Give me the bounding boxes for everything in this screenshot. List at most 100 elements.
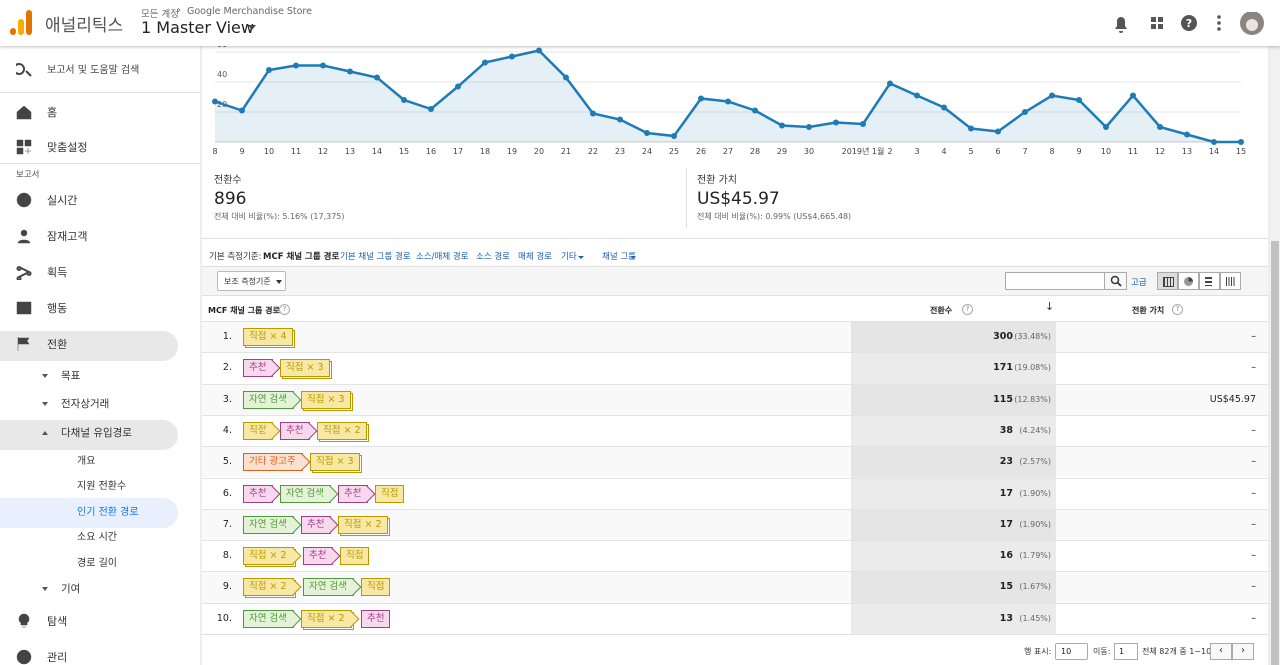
conversion-value: – <box>1251 581 1256 593</box>
dimension-link[interactable]: 소스 경로 <box>476 252 510 262</box>
report-card: 2040608910111213141516171819202122232425… <box>202 40 1268 665</box>
nav-item[interactable]: 개요 <box>77 456 96 467</box>
table-row <box>202 414 1268 446</box>
channel-tag: 직접 × 2 <box>301 609 360 628</box>
x-tick-label: 13 <box>1182 147 1192 156</box>
x-tick-label: 23 <box>615 147 625 156</box>
conversions-share: (1.90%) <box>1019 519 1051 529</box>
y-tick-label: 40 <box>217 70 227 79</box>
icon <box>17 337 30 351</box>
view-toggle[interactable] <box>1178 272 1199 290</box>
point <box>995 128 1001 135</box>
row-index: 5. <box>222 456 232 468</box>
x-tick-label: 20 <box>534 147 544 156</box>
secondary-dimension[interactable]: 보조 측정기준 <box>217 271 286 291</box>
page-button[interactable]: › <box>1232 643 1254 660</box>
point <box>941 104 947 111</box>
point <box>1049 92 1055 99</box>
nav-item[interactable]: 획득 <box>47 266 68 279</box>
view-toggle[interactable] <box>1199 272 1220 290</box>
point <box>833 119 839 126</box>
row-index: 7. <box>222 518 232 530</box>
channel-tag: 직접 × 3 <box>310 453 360 472</box>
x-tick-label: 24 <box>642 147 652 156</box>
caret <box>578 256 584 259</box>
point <box>1157 124 1163 130</box>
point <box>1130 92 1136 99</box>
dimension-link[interactable]: 기본 채널 그룹 경로 <box>340 252 411 262</box>
conversions: 17 <box>999 487 1013 499</box>
nav-item[interactable]: 지원 전환수 <box>77 481 127 492</box>
nav-item[interactable]: 경로 길이 <box>77 558 117 569</box>
col-header[interactable]: 전환수 <box>930 306 953 315</box>
point <box>1076 97 1082 103</box>
goto-input[interactable]: 1 <box>1114 643 1138 660</box>
x-tick-label: 19 <box>507 147 517 156</box>
rows-select[interactable]: 10 <box>1055 643 1088 660</box>
nav-item[interactable]: 보고서 및 도움말 검색 <box>47 65 140 76</box>
advanced-link[interactable]: 고급 <box>1131 278 1147 288</box>
nav-item[interactable]: 행동 <box>47 302 68 315</box>
dimension-link[interactable]: 소스/매체 경로 <box>416 252 469 262</box>
channel-tag: 직접 <box>375 484 405 503</box>
nav-item[interactable]: 탐색 <box>47 615 68 628</box>
nav-item[interactable]: 기여 <box>61 583 81 595</box>
x-tick-label: 6 <box>995 147 1000 156</box>
col-header[interactable]: 전환 가치 <box>1132 306 1165 315</box>
conversion-value: – <box>1251 362 1256 374</box>
view-selector[interactable]: 1 Master View <box>141 18 254 37</box>
conversion-value: US$45.97 <box>1209 393 1256 405</box>
nav-item[interactable]: 실시간 <box>47 194 78 207</box>
conversions-share: (1.45%) <box>1019 613 1051 623</box>
nav-item[interactable]: 인기 전환 경로 <box>77 507 139 518</box>
channel-tag: 직접 <box>243 421 281 440</box>
nav-item[interactable]: 홈 <box>47 106 58 119</box>
point <box>239 107 245 114</box>
x-tick-label: 10 <box>264 147 274 156</box>
nav-item[interactable]: 다채널 유입경로 <box>61 427 132 439</box>
icon <box>16 139 32 155</box>
x-tick-label: 22 <box>588 147 598 156</box>
point <box>266 67 272 73</box>
scrollbar[interactable] <box>1270 46 1280 665</box>
nav-item[interactable]: 전자상거래 <box>61 398 110 410</box>
x-tick-label: 26 <box>696 147 706 156</box>
point <box>212 98 218 105</box>
x-tick-label: 16 <box>426 147 436 156</box>
nav-item[interactable]: 소요 시간 <box>77 532 117 543</box>
nav-icon <box>16 139 32 155</box>
channel-tag: 자연 검색 <box>243 515 302 534</box>
page-button[interactable]: ‹ <box>1210 643 1232 660</box>
point <box>968 125 974 132</box>
metric-note: 전체 대비 비율(%): 5.16% (17,375) <box>214 212 345 221</box>
dimension-link[interactable]: 기타 <box>561 252 577 262</box>
search-box[interactable] <box>1005 272 1105 290</box>
channel-tag: 추천 <box>243 359 281 378</box>
view-toggle[interactable] <box>1157 272 1178 290</box>
point <box>698 95 704 102</box>
x-tick-label: 9 <box>1076 147 1081 156</box>
dimension-label: 기본 측정기준: <box>209 252 262 262</box>
icon <box>16 649 32 665</box>
nav-item[interactable]: 잠재고객 <box>47 230 88 243</box>
x-tick-label: 12 <box>318 147 328 156</box>
row-index: 9. <box>222 581 232 593</box>
view-toggle[interactable] <box>1220 272 1241 290</box>
nav-item[interactable]: 관리 <box>47 651 68 664</box>
x-tick-label: 12 <box>1155 147 1165 156</box>
nav-item[interactable]: 목표 <box>61 370 81 382</box>
breadcrumb: Google Merchandise Store <box>187 6 312 17</box>
nav-item[interactable]: 맞춤설정 <box>47 141 88 154</box>
header-icons[interactable]: ? <box>1110 12 1270 38</box>
conversions: 171 <box>993 362 1013 374</box>
point <box>1022 109 1028 115</box>
channel-tag: 자연 검색 <box>243 390 302 409</box>
sort-arrow[interactable]: ↓ <box>1045 300 1055 313</box>
channel-tag: 자연 검색 <box>303 578 362 597</box>
dimension-link[interactable]: 채널 그룹 <box>602 252 636 262</box>
dimension-link[interactable]: 매체 경로 <box>518 252 552 262</box>
x-tick-label: 2 <box>887 147 892 156</box>
nav-item[interactable]: 전환 <box>47 338 68 351</box>
conversions-share: (1.90%) <box>1019 488 1051 498</box>
